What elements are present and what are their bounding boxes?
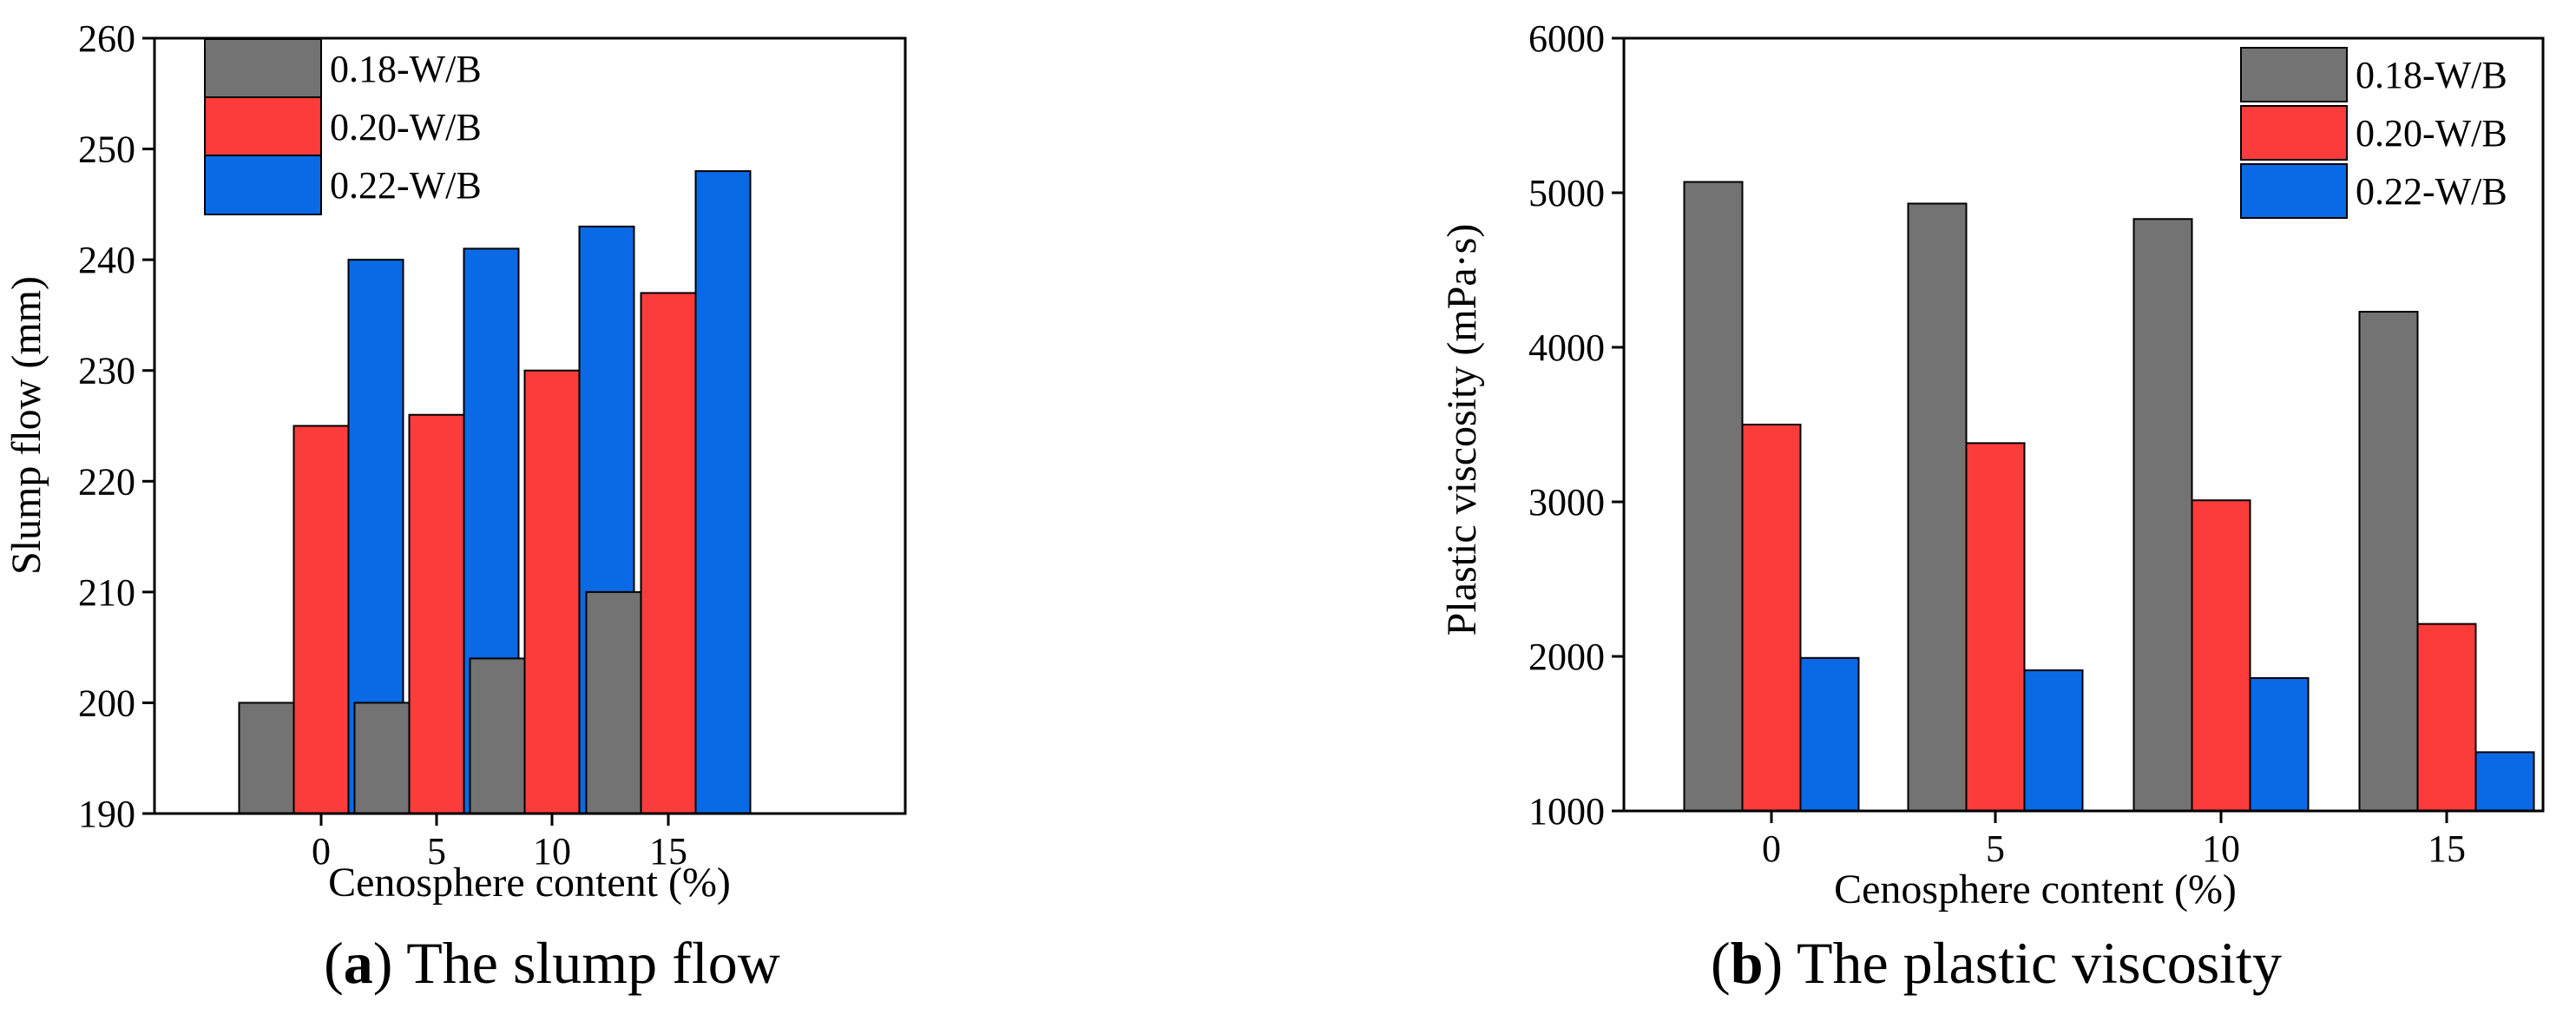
panel-a-x-tick-label: 5	[427, 830, 446, 873]
panel-b-y-tick-label: 1000	[1528, 790, 1605, 833]
panel-a-legend-label-0.18-W/B: 0.18-W/B	[330, 48, 482, 90]
panel-a-bar-0.20-W/B-0	[292, 425, 350, 814]
panel-a-caption: (a) The slump flow	[324, 930, 780, 996]
panel-b-x-tick-label: 5	[1986, 827, 2005, 870]
panel-a-bar-0.20-W/B-15	[640, 292, 697, 814]
panel-a-bar-0.18-W/B-15	[585, 590, 642, 814]
panel-a-bar-0.20-W/B-5	[408, 413, 465, 814]
panel-b-bar-0.22-W/B-15	[2474, 751, 2535, 812]
panel-a-x-ticks: 0 5 10 15	[312, 814, 687, 873]
panel-b-bar-0.18-W/B-10	[2132, 218, 2193, 812]
panel-a-y-tick-label: 250	[78, 128, 135, 171]
panel-a-bar-0.20-W/B-10	[523, 369, 581, 814]
panel-a-bar-0.18-W/B-10	[469, 657, 526, 815]
panel-b-y-tick-label: 3000	[1528, 481, 1605, 524]
panel-b-caption-letter: b	[1731, 930, 1764, 996]
panel-b-bar-0.20-W/B-15	[2416, 623, 2477, 812]
panel-b-x-axis-label: Cenosphere content (%)	[1834, 867, 2237, 913]
panel-a-x-axis-label: Cenosphere content (%)	[328, 860, 731, 906]
panel-a-y-tick-label: 220	[78, 460, 135, 503]
panel-b-legend-label-0.20-W/B: 0.20-W/B	[2356, 112, 2507, 155]
panel-b-bar-0.22-W/B-10	[2249, 676, 2310, 812]
panel-b-bar-0.20-W/B-0	[1741, 424, 1802, 812]
panel-b-bar-0.22-W/B-0	[1799, 656, 1860, 813]
panel-a-y-tick-label: 200	[78, 682, 135, 724]
panel-b-bar-0.18-W/B-5	[1907, 202, 1968, 812]
panel-b-legend-label-0.18-W/B: 0.18-W/B	[2356, 54, 2507, 96]
panel-b-x-tick-label: 0	[1762, 827, 1781, 870]
panel-a-caption-title: The slump flow	[406, 930, 780, 996]
panel-a-slump-flow: 190 200 210 220 230 240 250 260 0 5 10 15 0.18-W/B…	[3, 17, 907, 996]
panel-a-bar-0.22-W/B-15	[694, 170, 752, 815]
panel-a-x-tick-label: 15	[649, 830, 687, 873]
panel-b-plot-frame	[1622, 36, 2545, 813]
panel-b-caption: (b) The plastic viscosity	[1711, 930, 2282, 996]
panel-b-y-tick-label: 4000	[1528, 326, 1605, 369]
panel-b-legend-swatch-0.22-W/B	[2240, 163, 2348, 219]
panel-b-bar-0.18-W/B-15	[2358, 311, 2419, 812]
panel-a-y-tick-label: 230	[78, 350, 135, 392]
panel-b-bar-0.18-W/B-0	[1683, 181, 1744, 813]
panel-a-y-tick-label: 210	[78, 571, 135, 614]
panel-a-y-axis-label: Slump flow (mm)	[3, 276, 49, 575]
panel-a-x-tick-label: 0	[312, 830, 331, 873]
panel-b-x-ticks: 0 5 10 15	[1762, 811, 2466, 870]
panel-a-bars	[238, 170, 752, 815]
panel-b-y-tick-label: 5000	[1528, 172, 1605, 214]
panel-b-bar-0.22-W/B-5	[2023, 669, 2084, 813]
panel-a-y-tick-label: 240	[78, 239, 135, 281]
panel-b-caption-title: The plastic viscosity	[1797, 930, 2282, 996]
panel-b-legend-label-0.22-W/B: 0.22-W/B	[2356, 170, 2507, 213]
panel-b-plastic-viscosity: 1000 2000 3000 4000 5000 6000 0 5 10 15 0.18-W/B…	[1439, 17, 2545, 996]
panel-b-bar-0.20-W/B-10	[2191, 499, 2251, 812]
panel-a-y-ticks: 190 200 210 220 230 240 250 260	[78, 17, 154, 835]
panel-b-legend-swatch-0.20-W/B	[2240, 105, 2348, 161]
panel-b-bars	[1683, 181, 2535, 813]
panel-a-plot-frame	[153, 36, 907, 815]
panel-a-legend: 0.18-W/B 0.20-W/B 0.22-W/B	[204, 38, 482, 215]
panel-b-y-ticks: 1000 2000 3000 4000 5000 6000	[1528, 17, 1624, 833]
panel-b-legend: 0.18-W/B 0.20-W/B 0.22-W/B	[2240, 47, 2507, 219]
panel-a-x-tick-label: 10	[533, 830, 571, 873]
panel-b-bar-0.20-W/B-5	[1965, 442, 2026, 812]
panel-b-y-tick-label: 6000	[1528, 17, 1605, 60]
panel-a-legend-swatch-0.18-W/B	[204, 38, 322, 99]
panel-b-x-tick-label: 15	[2428, 827, 2466, 870]
panel-a-legend-swatch-0.20-W/B	[204, 96, 322, 157]
panel-a-legend-label-0.20-W/B: 0.20-W/B	[330, 106, 482, 148]
panel-b-legend-swatch-0.18-W/B	[2240, 47, 2348, 102]
panel-a-bar-0.18-W/B-5	[353, 702, 411, 815]
panel-a-caption-letter: a	[344, 930, 373, 996]
panel-a-y-tick-label: 260	[78, 17, 135, 60]
panel-a-legend-label-0.22-W/B: 0.22-W/B	[330, 164, 482, 207]
panel-b-x-tick-label: 10	[2202, 827, 2240, 870]
panel-a-legend-swatch-0.22-W/B	[204, 155, 322, 215]
panel-b-y-axis-label: Plastic viscosity (mPa·s)	[1439, 224, 1485, 636]
panel-b-y-tick-label: 2000	[1528, 636, 1605, 678]
panel-a-bar-0.18-W/B-0	[238, 702, 295, 815]
panel-a-y-tick-label: 190	[78, 793, 135, 835]
